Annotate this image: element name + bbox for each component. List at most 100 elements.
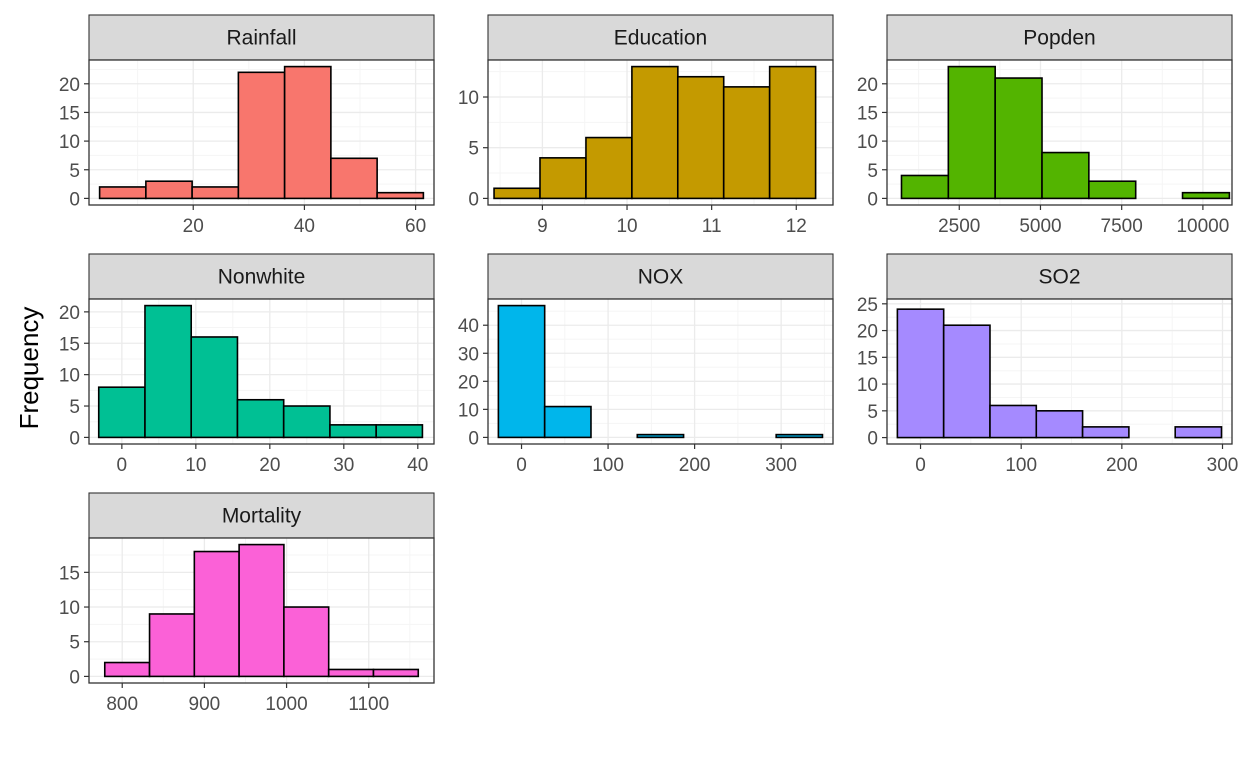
strip-label-nonwhite: Nonwhite	[218, 266, 306, 289]
strip-label-so2: SO2	[1038, 266, 1080, 289]
bar-rainfall-0	[98, 186, 147, 200]
x-tick-label-education-2: 11	[702, 216, 722, 237]
y-axis-label: Frequency	[14, 307, 44, 430]
bar-mortality-1	[148, 613, 196, 678]
bar-rainfall-6	[376, 191, 425, 200]
bar-mortality-6	[372, 668, 420, 678]
bar-mortality-2	[193, 550, 240, 678]
strip-label-rainfall: Rainfall	[226, 27, 296, 50]
bar-nox-0	[497, 304, 546, 439]
x-tick-label-popden-1: 5000	[1019, 216, 1061, 237]
x-tick-label-nox-3: 300	[765, 455, 797, 476]
bar-so2-1	[942, 324, 991, 439]
x-tick-label-popden-0: 2500	[938, 216, 980, 237]
x-tick-label-popden-2: 7500	[1101, 216, 1143, 237]
bar-popden-2	[994, 77, 1043, 200]
x-tick-label-mortality-2: 1000	[265, 694, 307, 715]
x-tick-label-so2-2: 200	[1106, 455, 1138, 476]
bar-so2-2	[989, 404, 1038, 439]
y-tick-label-mortality-2: 10	[59, 598, 80, 619]
y-tick-label-so2-5: 25	[857, 295, 878, 316]
panel-border-rainfall	[88, 59, 435, 206]
panel-border-popden	[886, 59, 1233, 206]
bar-so2-6	[1174, 426, 1223, 439]
y-tick-label-nox-4: 40	[458, 316, 479, 337]
y-tick-label-nonwhite-2: 10	[59, 366, 80, 387]
y-tick-label-so2-0: 0	[867, 429, 878, 450]
y-tick-label-so2-4: 20	[857, 322, 878, 343]
y-tick-label-so2-3: 15	[857, 348, 878, 369]
y-tick-label-education-2: 10	[458, 88, 479, 109]
bar-mortality-0	[103, 661, 151, 678]
bar-nonwhite-4	[282, 405, 331, 439]
y-tick-label-nox-3: 30	[458, 344, 479, 365]
bar-popden-1	[947, 65, 996, 200]
bar-education-5	[722, 86, 771, 200]
bar-popden-3	[1041, 151, 1090, 200]
bar-nonwhite-1	[144, 304, 193, 439]
x-tick-label-rainfall-2: 60	[405, 216, 426, 237]
x-tick-label-nox-2: 200	[679, 455, 711, 476]
strip-label-nox: NOX	[638, 266, 684, 289]
y-tick-label-rainfall-3: 15	[59, 103, 80, 124]
y-tick-label-rainfall-0: 0	[69, 189, 80, 210]
panel-border-mortality	[88, 537, 435, 684]
facet-mortality: Mortality 800 900 1000 1100 0 5 10 15	[59, 492, 435, 715]
bar-mortality-3	[238, 543, 285, 678]
bar-so2-3	[1035, 410, 1084, 439]
bar-education-0	[493, 187, 541, 200]
facet-panels: Rainfall 20 40 60 0 5 10 15 20 Education 9 10 11 12 0 5…	[59, 14, 1239, 715]
bar-nonwhite-3	[236, 398, 285, 439]
x-tick-label-mortality-3: 1100	[348, 694, 389, 715]
y-tick-label-popden-4: 20	[857, 75, 878, 96]
strip-so2	[886, 253, 1233, 300]
x-tick-label-nonwhite-3: 30	[333, 455, 354, 476]
x-tick-label-rainfall-1: 40	[294, 216, 315, 237]
panel-border-education	[487, 59, 834, 206]
x-tick-label-nonwhite-4: 40	[407, 455, 428, 476]
y-tick-label-mortality-1: 5	[69, 633, 80, 654]
bar-rainfall-4	[283, 65, 332, 200]
x-tick-label-popden-3: 10000	[1176, 216, 1229, 237]
y-tick-label-nox-0: 0	[468, 428, 479, 449]
bar-nonwhite-0	[97, 386, 146, 439]
y-tick-label-mortality-3: 15	[59, 563, 80, 584]
bar-education-1	[539, 157, 587, 200]
x-tick-label-nox-1: 100	[592, 455, 624, 476]
facet-nonwhite: Nonwhite 0 10 20 30 40 0 5 10 15 20	[59, 253, 435, 476]
facet-nox: NOX 0 100 200 300 0 10 20 30 40	[458, 253, 834, 476]
strip-rainfall	[88, 14, 435, 61]
bar-rainfall-3	[237, 71, 286, 200]
y-tick-label-popden-1: 5	[867, 161, 878, 182]
y-tick-label-nonwhite-3: 15	[59, 334, 80, 355]
y-tick-label-popden-3: 15	[857, 103, 878, 124]
panel-border-so2	[886, 298, 1233, 445]
bar-popden-4	[1088, 180, 1137, 200]
x-tick-label-nonwhite-1: 10	[185, 455, 206, 476]
facet-popden: Popden 2500 5000 7500 10000 0 5 10 15 20	[857, 14, 1233, 237]
x-tick-label-so2-1: 100	[1005, 455, 1037, 476]
y-tick-label-popden-2: 10	[857, 132, 878, 153]
x-tick-label-nonwhite-2: 20	[259, 455, 280, 476]
strip-label-popden: Popden	[1023, 27, 1095, 50]
strip-education	[487, 14, 834, 61]
x-tick-label-mortality-1: 900	[189, 694, 221, 715]
strip-mortality	[88, 492, 435, 539]
y-tick-label-mortality-0: 0	[69, 667, 80, 688]
bar-mortality-4	[283, 606, 330, 678]
x-tick-label-nonwhite-0: 0	[117, 455, 128, 476]
y-tick-label-so2-2: 10	[857, 375, 878, 396]
bar-so2-0	[896, 308, 945, 439]
facet-rainfall: Rainfall 20 40 60 0 5 10 15 20	[59, 14, 435, 237]
y-tick-label-nox-1: 10	[458, 400, 479, 421]
y-tick-label-education-0: 0	[468, 189, 479, 210]
strip-label-education: Education	[614, 27, 707, 50]
facet-so2: SO2 0 100 200 300 0 5 10 15 20 25	[857, 253, 1239, 476]
bar-nox-3	[636, 433, 685, 439]
bar-education-4	[676, 75, 725, 200]
panel-border-nox	[487, 298, 834, 445]
x-tick-label-so2-3: 300	[1207, 455, 1239, 476]
bar-popden-0	[900, 174, 950, 200]
bar-education-2	[585, 136, 633, 200]
